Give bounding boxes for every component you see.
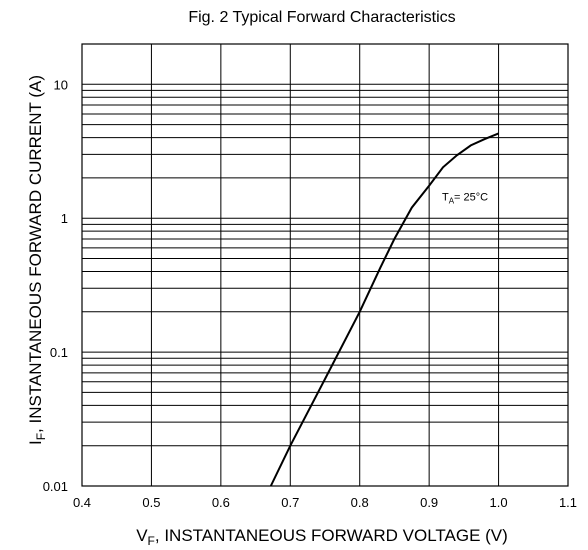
x-axis-label: VF, INSTANTANEOUS FORWARD VOLTAGE (V) [136,526,508,548]
forward-current-curve [269,132,499,487]
plot-frame [81,43,569,487]
annotation-background [438,189,492,208]
y-tick-label: 0.01 [43,479,68,494]
x-tick-label: 0.7 [281,495,299,510]
x-tick-label: 0.8 [351,495,369,510]
y-tick-label: 0.1 [50,345,68,360]
chart-title: Fig. 2 Typical Forward Characteristics [188,9,455,26]
y-axis-label: IF, INSTANTANEOUS FORWARD CURRENT (A) [26,75,48,445]
y-tick-label: 1 [61,211,68,226]
y-axis-subscript: F [34,433,48,440]
x-tick-label: 0.5 [142,495,160,510]
temperature-annotation: TA= 25°C [442,192,488,206]
annotation-value: = 25°C [454,192,488,204]
y-axis-symbol: I [26,440,45,445]
annotation-symbol: T [442,192,449,204]
x-tick-label: 0.6 [212,495,230,510]
x-tick-label: 1.0 [490,495,508,510]
grid [81,44,569,486]
x-tick-label: 1.1 [559,495,577,510]
x-axis-text: , INSTANTANEOUS FORWARD VOLTAGE (V) [155,526,508,545]
y-tick-label: 10 [54,77,68,92]
y-axis-text: , INSTANTANEOUS FORWARD CURRENT (A) [26,75,45,433]
x-tick-label: 0.4 [73,495,91,510]
x-tick-label: 0.9 [420,495,438,510]
tick-labels: 0.4 0.5 0.6 0.7 0.8 0.9 1.0 1.1 0.01 0.1 1 10 [43,77,577,510]
x-axis-subscript: F [148,534,155,548]
x-axis-symbol: V [136,526,148,545]
annotation-subscript: A [449,197,455,206]
